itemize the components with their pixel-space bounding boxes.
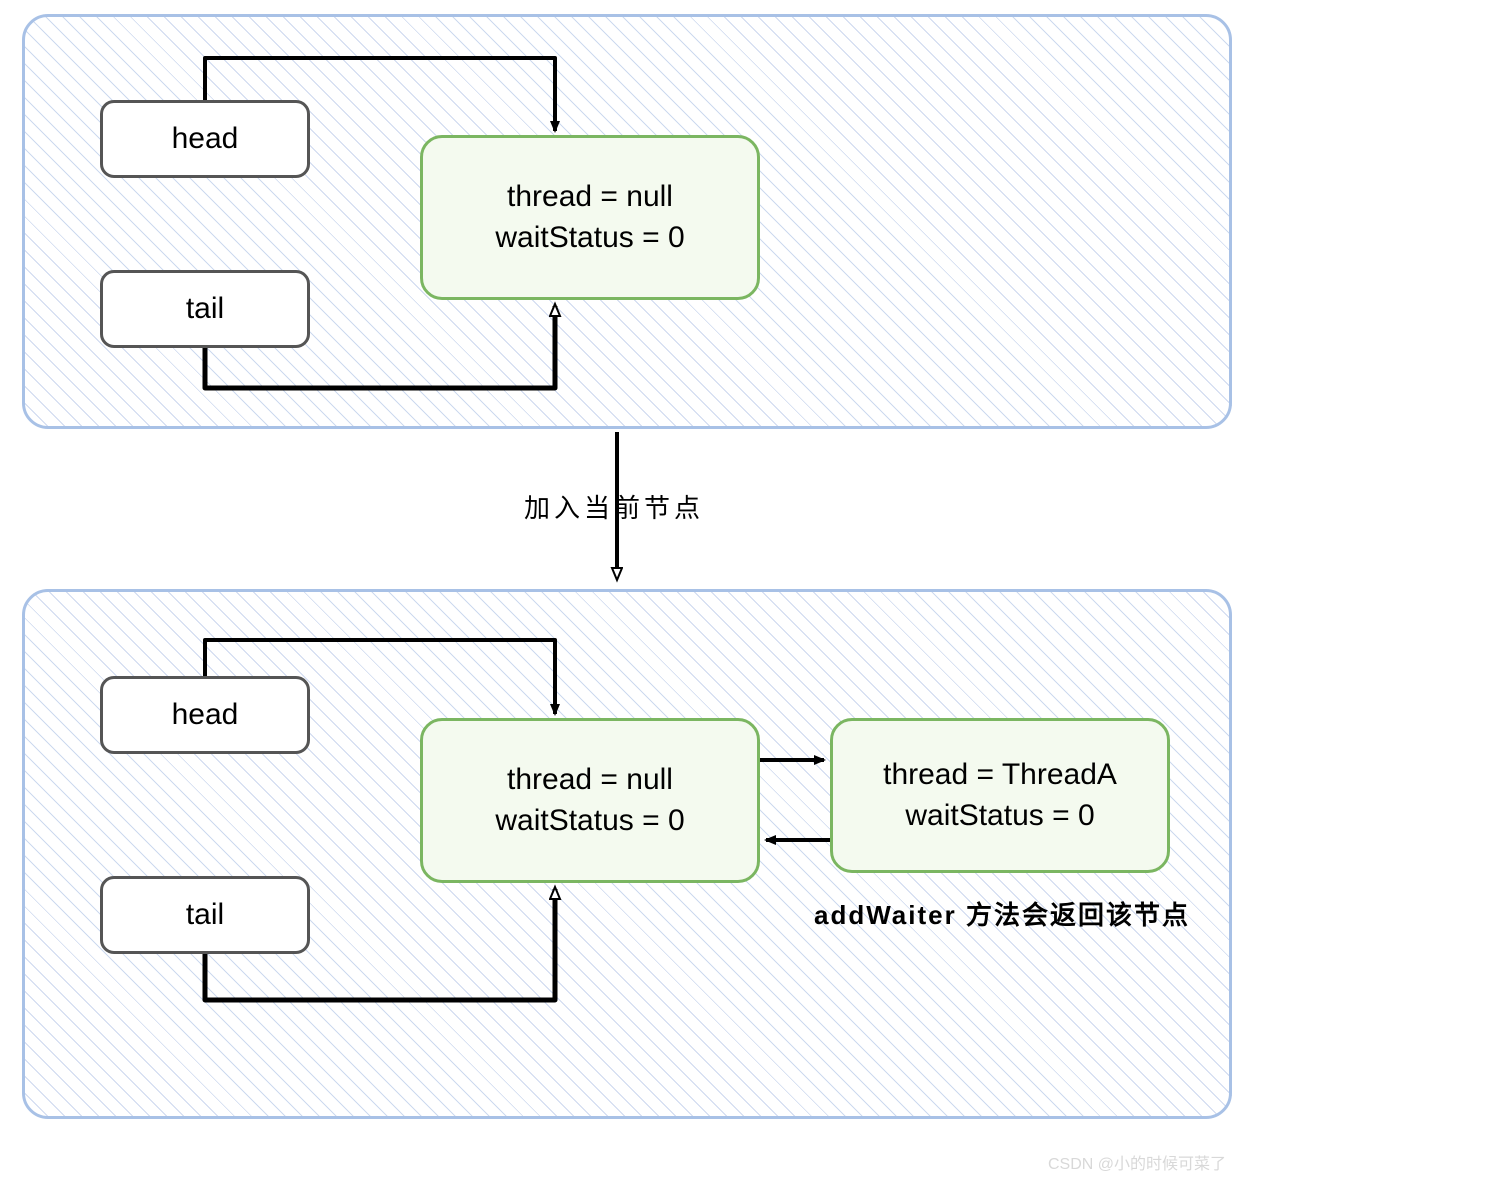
node-bot-null: thread = null waitStatus = 0 xyxy=(420,718,760,883)
center-caption-text: 加入当前节点 xyxy=(524,493,704,523)
annotation-addwaiter: addWaiter 方法会返回该节点 xyxy=(814,895,1190,932)
bot-head-label: head xyxy=(172,695,239,736)
bot-A-line2: waitStatus = 0 xyxy=(905,796,1094,837)
bot-null-line2: waitStatus = 0 xyxy=(495,801,684,842)
node-bot-head: head xyxy=(100,676,310,754)
node-bot-tail: tail xyxy=(100,876,310,954)
annotation-text: addWaiter 方法会返回该节点 xyxy=(814,900,1190,930)
node-top-null: thread = null waitStatus = 0 xyxy=(420,135,760,300)
watermark-text: CSDN @小的时候可菜了 xyxy=(1048,1156,1226,1173)
node-top-head: head xyxy=(100,100,310,178)
node-bot-threadA: thread = ThreadA waitStatus = 0 xyxy=(830,718,1170,873)
top-null-line2: waitStatus = 0 xyxy=(495,218,684,259)
center-caption: 加入当前节点 xyxy=(494,488,734,525)
bot-tail-label: tail xyxy=(186,895,224,936)
node-top-tail: tail xyxy=(100,270,310,348)
top-head-label: head xyxy=(172,119,239,160)
top-null-line1: thread = null xyxy=(507,177,673,218)
bot-null-line1: thread = null xyxy=(507,760,673,801)
top-tail-label: tail xyxy=(186,289,224,330)
bot-A-line1: thread = ThreadA xyxy=(883,755,1117,796)
watermark: CSDN @小的时候可菜了 xyxy=(1048,1150,1226,1174)
